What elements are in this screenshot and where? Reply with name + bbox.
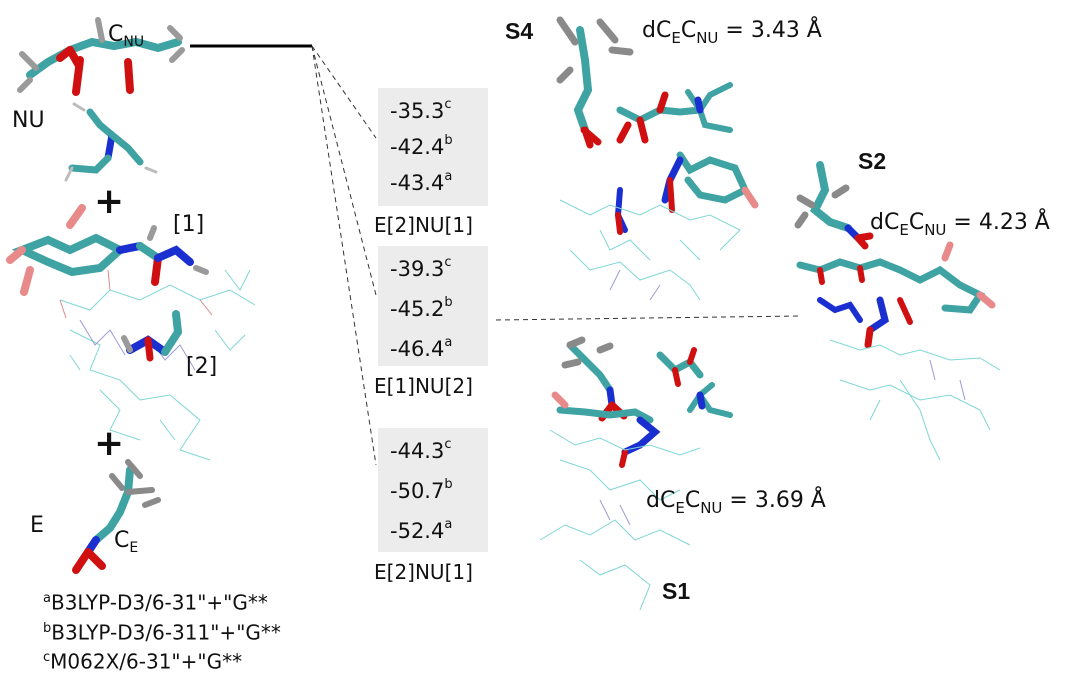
s4-complex xyxy=(556,16,759,235)
s1-distance: dCECNU = 3.69 Å xyxy=(646,488,826,517)
footnote-b: bB3LYP-D3/6-311"+"G** xyxy=(43,620,281,645)
energy-value: -46.4a xyxy=(390,335,453,361)
plus-sign-2: + xyxy=(94,423,125,464)
amine-molecule xyxy=(64,102,158,182)
footnote-c: cM062X/6-31"+"G** xyxy=(43,649,243,674)
s1-label: S1 xyxy=(662,578,691,604)
footnote-a: aB3LYP-D3/6-31"+"G** xyxy=(43,590,268,615)
e-label: E xyxy=(30,513,44,538)
energy-value: -45.2b xyxy=(390,295,453,321)
energy-caption-top: E[2]NU[1] xyxy=(374,213,473,237)
energy-box-middle: -39.3c -45.2b -46.4a xyxy=(378,246,488,366)
s4-wireframe xyxy=(559,199,741,301)
catalyst-wireframe-left xyxy=(59,269,256,461)
site-2-label: [2] xyxy=(186,354,218,379)
energy-caption-bottom: E[2]NU[1] xyxy=(374,560,473,584)
plus-sign-1: + xyxy=(94,181,125,222)
dashed-connectors xyxy=(311,45,801,466)
ce-label: CE xyxy=(114,528,139,556)
s2-wireframe xyxy=(829,339,1001,461)
energy-value: -44.3c xyxy=(390,437,452,463)
s2-distance: dCECNU = 4.23 Å xyxy=(870,210,1050,239)
energy-box-top: -35.3c -42.4b -43.4a xyxy=(378,88,488,206)
urea-fragment xyxy=(121,310,183,362)
s4-label: S4 xyxy=(505,18,534,44)
energy-value: -52.4a xyxy=(390,517,453,543)
energy-value: -35.3c xyxy=(390,97,452,123)
aryl-urea-molecule xyxy=(6,204,209,296)
nitroalkene-molecule xyxy=(72,459,161,574)
energy-value: -42.4b xyxy=(390,133,453,159)
s4-distance: dCECNU = 3.43 Å xyxy=(642,18,822,47)
site-1-label: [1] xyxy=(173,212,205,237)
energy-value: -50.7b xyxy=(390,477,453,503)
cnu-label: CNU xyxy=(108,22,145,50)
energy-box-bottom: -44.3c -50.7b -52.4a xyxy=(378,428,488,552)
nu-label: NU xyxy=(12,108,45,133)
energy-value: -39.3c xyxy=(390,255,452,281)
energy-caption-middle: E[1]NU[2] xyxy=(374,374,473,398)
malonate-molecule xyxy=(17,17,185,96)
s1-wireframe xyxy=(539,429,701,611)
s2-label: S2 xyxy=(858,148,887,174)
s2-complex xyxy=(794,161,996,349)
energy-value: -43.4a xyxy=(390,169,453,195)
